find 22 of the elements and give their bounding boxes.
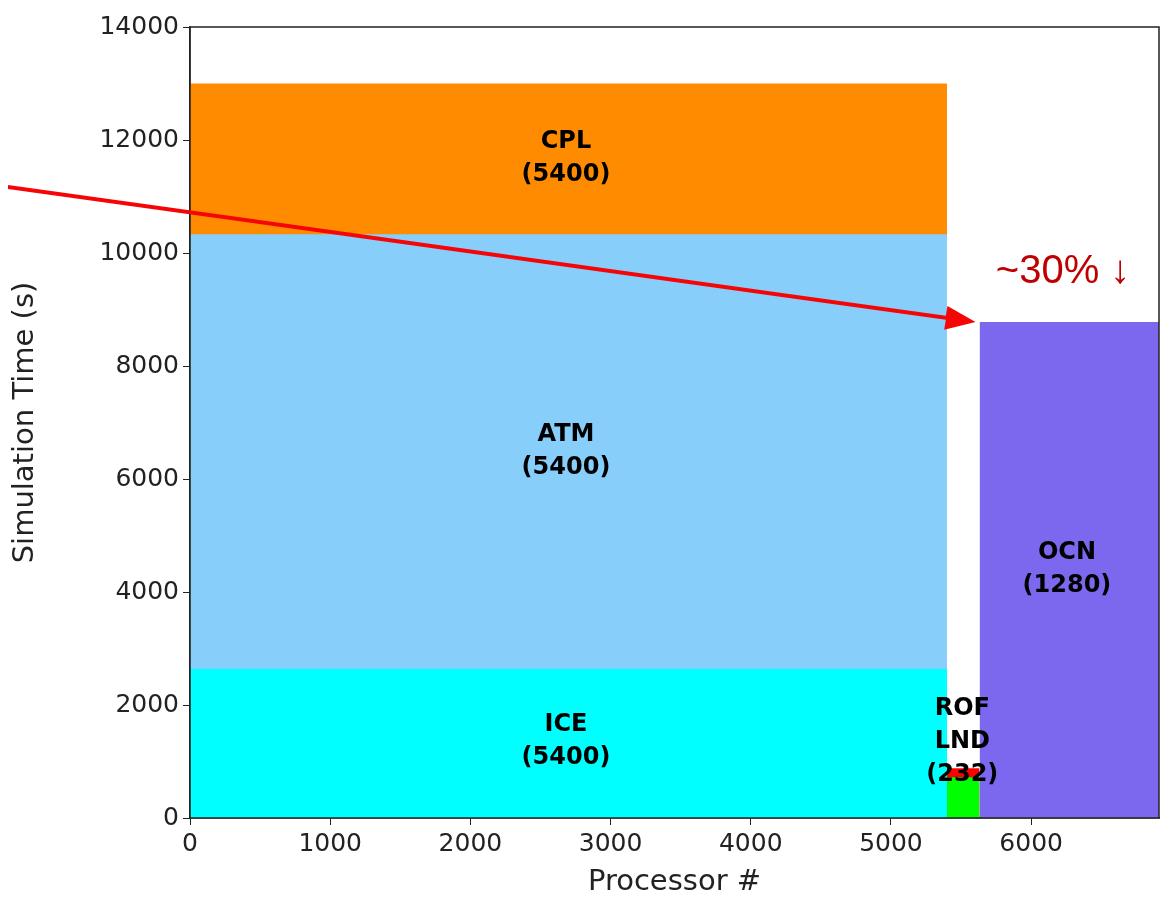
x-tick-label: 5000 [859,827,923,857]
x-tick-label: 1000 [298,827,362,857]
y-tick-label: 6000 [115,462,179,492]
y-tick-label: 10000 [99,236,179,266]
annotation: ATM (5400) [521,418,611,480]
annotation: ICE (5400) [521,709,611,771]
x-tick-label: 4000 [718,827,783,857]
annotation: ~30% ↓ [995,247,1131,292]
x-tick-label: 0 [182,827,198,857]
annotation: CPL (5400) [521,126,611,188]
y-tick-label: 12000 [99,123,179,153]
y-tick-label: 8000 [115,349,179,379]
x-tick-label: 6000 [999,827,1063,857]
annotation: OCN (1280) [1022,536,1112,598]
y-tick-label: 14000 [99,10,179,40]
y-axis-title: Simulation Time (s) [5,281,40,564]
x-tick-label: 2000 [438,827,503,857]
x-axis-title: Processor # [587,863,762,898]
x-tick-label: 3000 [578,827,643,857]
y-tick-label: 4000 [115,575,179,605]
y-tick-label: 0 [163,801,179,831]
y-tick-label: 2000 [115,688,179,718]
